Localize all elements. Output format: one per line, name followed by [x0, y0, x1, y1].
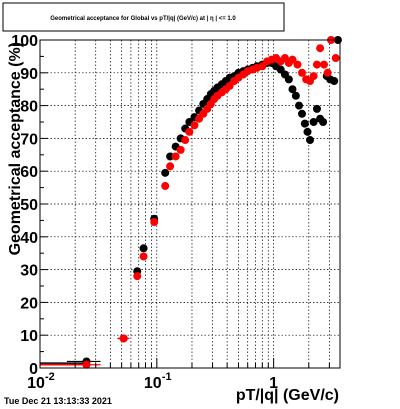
- y-tick-label: 90: [20, 66, 38, 83]
- chart-title: Geometrical acceptance for Global vs pT/…: [50, 16, 236, 22]
- data-point: [171, 152, 180, 161]
- data-point: [309, 72, 318, 81]
- data-point: [330, 77, 339, 85]
- timestamp: Tue Dec 21 13:13:33 2021: [4, 396, 112, 406]
- x-tick-label: 1: [269, 375, 278, 392]
- title-box: Geometrical acceptance for Global vs pT/…: [2, 2, 285, 32]
- data-point: [166, 152, 175, 161]
- y-tick-label: 10: [20, 328, 38, 345]
- data-point: [139, 244, 148, 253]
- axis-ticks: [39, 39, 330, 369]
- data-point: [298, 109, 307, 118]
- data-point: [82, 360, 91, 369]
- y-tick-label: 20: [20, 295, 38, 312]
- y-tick-label: 0: [29, 361, 38, 378]
- data-point: [258, 62, 267, 71]
- y-tick-label: 100: [11, 33, 38, 50]
- data-point: [312, 60, 321, 69]
- data-point: [319, 118, 328, 126]
- data-point: [185, 127, 194, 136]
- data-point: [295, 101, 304, 110]
- y-axis-label: Geometrical acceptance (%): [7, 42, 24, 255]
- y-tick-label: 80: [20, 99, 38, 116]
- x-tick-label: 10: [27, 375, 45, 392]
- data-point: [320, 60, 329, 69]
- data-point: [150, 218, 159, 227]
- y-tick-label: 60: [20, 164, 38, 181]
- x-axis-label: pT/|q| (GeV/c): [236, 387, 339, 404]
- data-point: [300, 119, 309, 128]
- data-point: [161, 168, 170, 177]
- data-point: [119, 334, 128, 343]
- data-point: [133, 272, 142, 281]
- data-point: [323, 68, 332, 77]
- x-tick-exponent: -1: [162, 371, 172, 383]
- data-point: [291, 91, 300, 100]
- grid-lines: [40, 40, 340, 368]
- data-point: [312, 104, 321, 113]
- data-point: [303, 127, 312, 136]
- y-tick-label: 40: [20, 230, 38, 247]
- data-point: [298, 68, 307, 77]
- data-point: [306, 136, 315, 145]
- data-point: [288, 85, 297, 94]
- data-point: [293, 60, 302, 69]
- data-point: [166, 162, 175, 171]
- y-tick-label: 30: [20, 263, 38, 280]
- data-point: [288, 55, 297, 64]
- data-point: [190, 121, 199, 130]
- data-point: [161, 181, 170, 190]
- data-point: [316, 44, 325, 53]
- y-tick-label: 50: [20, 197, 38, 214]
- data-point: [139, 252, 148, 261]
- data-point: [331, 54, 340, 63]
- data-point: [309, 118, 318, 126]
- data-point: [181, 136, 190, 145]
- x-tick-exponent: -2: [45, 371, 55, 383]
- data-point: [176, 145, 185, 154]
- y-tick-label: 70: [20, 131, 38, 148]
- x-tick-label: 10: [144, 375, 162, 392]
- data-point: [284, 75, 293, 84]
- data-points: [66, 36, 342, 369]
